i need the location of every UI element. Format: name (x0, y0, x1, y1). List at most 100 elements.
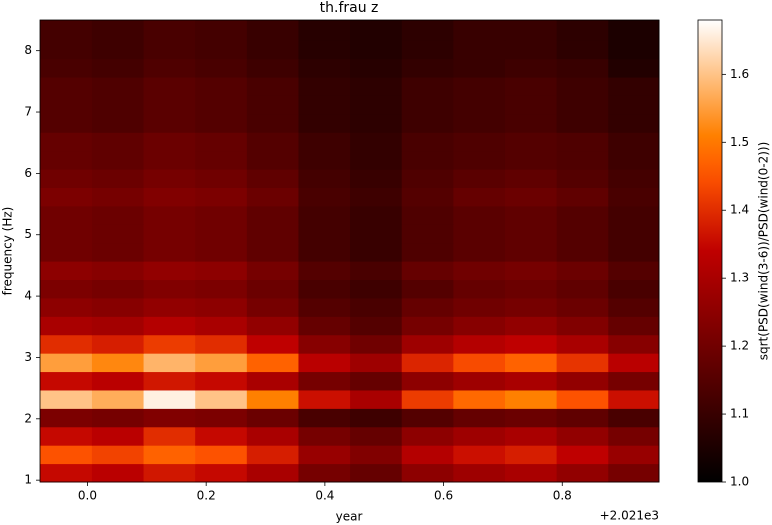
heat-cell (40, 334, 93, 354)
heatmap (40, 20, 660, 483)
x-tick-label: 0.2 (197, 489, 216, 503)
heat-cell (504, 297, 558, 317)
heat-cell (401, 353, 454, 373)
heat-cell (608, 95, 660, 115)
heat-cell (350, 242, 403, 262)
heat-cell (556, 408, 609, 428)
heat-cell (350, 113, 403, 133)
heat-cell (143, 77, 196, 96)
heat-cell (556, 389, 609, 409)
heat-cell (453, 279, 506, 299)
heat-cell (298, 77, 351, 96)
heat-cell (246, 408, 299, 428)
heat-cell (195, 77, 248, 96)
heat-cell (556, 279, 609, 299)
heat-cell (40, 40, 93, 60)
heat-cell (350, 297, 403, 317)
heat-cell (195, 242, 248, 262)
heat-cell (195, 334, 248, 354)
heat-cell (350, 20, 403, 41)
heat-cell (350, 463, 403, 483)
heat-cell (350, 150, 403, 170)
heat-cell (246, 261, 299, 281)
heat-cell (350, 187, 403, 207)
heat-cell (608, 187, 660, 207)
heat-cell (350, 261, 403, 281)
heat-cell (453, 113, 506, 133)
heat-cell (246, 389, 299, 409)
heat-cell (401, 408, 454, 428)
heat-cell (91, 150, 145, 170)
heat-cell (298, 426, 351, 446)
heat-cell (401, 224, 454, 244)
heat-cell (143, 261, 196, 281)
colorbar (697, 19, 723, 483)
heat-cell (40, 316, 93, 336)
heat-cell (298, 261, 351, 281)
heat-cell (40, 353, 93, 373)
heat-cell (40, 408, 93, 428)
y-tick-label: 8 (24, 43, 32, 57)
heat-cell (350, 58, 403, 78)
heat-cell (556, 95, 609, 115)
heat-cell (401, 20, 454, 41)
heat-cell (246, 463, 299, 483)
colorbar-tick-label: 1.1 (730, 407, 749, 421)
heat-cell (608, 316, 660, 336)
heat-cell (556, 261, 609, 281)
colorbar-tick-label: 1.0 (730, 475, 749, 489)
heat-cell (298, 187, 351, 207)
y-tick-label: 1 (24, 473, 32, 487)
heat-cell (556, 334, 609, 354)
heat-cell (91, 463, 145, 483)
heat-cell (453, 58, 506, 78)
colorbar-tick-label: 1.3 (730, 271, 749, 285)
heat-cell (143, 20, 196, 41)
heat-cell (40, 20, 93, 41)
x-offset-label: +2.021e3 (600, 509, 659, 523)
heat-cell (40, 279, 93, 299)
heat-cell (453, 150, 506, 170)
heat-cell (608, 242, 660, 262)
heat-cell (195, 187, 248, 207)
heat-cell (350, 169, 403, 188)
heat-cell (195, 389, 248, 409)
heat-cell (195, 58, 248, 78)
heat-cell (246, 224, 299, 244)
heat-cell (91, 224, 145, 244)
heat-cell (608, 40, 660, 60)
x-tick-label: 0.4 (315, 489, 334, 503)
heat-cell (453, 445, 506, 465)
heat-cell (143, 334, 196, 354)
heat-cell (556, 150, 609, 170)
heat-cell (40, 224, 93, 244)
heat-cell (91, 389, 145, 409)
heat-cell (608, 169, 660, 188)
heat-cell (608, 297, 660, 317)
y-tick-label: 7 (24, 105, 32, 119)
heat-cell (504, 353, 558, 373)
heat-cell (504, 224, 558, 244)
heat-cell (143, 224, 196, 244)
heat-cell (246, 279, 299, 299)
heat-cell (246, 187, 299, 207)
heat-cell (350, 445, 403, 465)
heat-cell (453, 371, 506, 391)
heat-cell (453, 353, 506, 373)
heat-cell (40, 113, 93, 133)
heat-cell (195, 316, 248, 336)
y-tick-label: 5 (24, 227, 32, 241)
heat-cell (246, 353, 299, 373)
heat-cell (298, 224, 351, 244)
y-tick-label: 2 (24, 411, 32, 425)
heat-cell (401, 187, 454, 207)
heat-cell (504, 463, 558, 483)
heat-cell (298, 297, 351, 317)
heat-cell (556, 58, 609, 78)
heat-cell (556, 445, 609, 465)
heat-cell (401, 205, 454, 225)
heat-cell (401, 334, 454, 354)
heat-cell (350, 426, 403, 446)
heat-cell (298, 445, 351, 465)
heat-cell (246, 95, 299, 115)
